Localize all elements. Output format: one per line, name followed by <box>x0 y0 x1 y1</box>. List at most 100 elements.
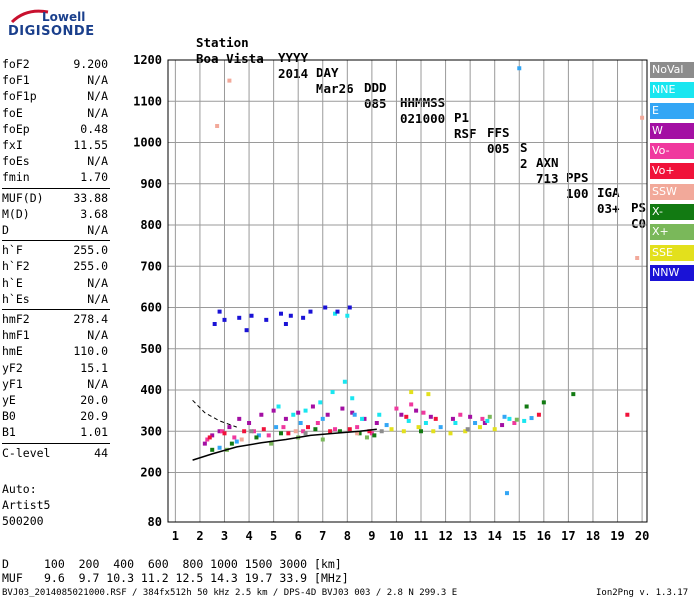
data-point-nnw <box>212 322 217 326</box>
y-tick-label: 700 <box>140 259 162 273</box>
header-value: 005 <box>487 141 510 156</box>
header-label: YYYY <box>278 50 309 65</box>
parameter-name: foF1 <box>2 73 30 88</box>
data-point-nnw <box>323 305 328 310</box>
parameter-name: M(D) <box>2 206 30 221</box>
data-point-nnw <box>283 322 288 326</box>
data-point-x <box>337 429 342 434</box>
data-point-vo <box>404 414 409 419</box>
parameter-row: C-level 44 <box>2 445 108 461</box>
header-value: Boa Vista <box>196 51 264 66</box>
parameter-name: fmin <box>2 170 30 185</box>
x-tick-label: 10 <box>389 529 403 543</box>
y-tick-label: 200 <box>140 466 162 480</box>
parameter-separator <box>2 187 110 189</box>
distance-values: 100 200 400 600 800 1000 1500 3000 [km] <box>44 557 342 571</box>
data-point-w <box>482 421 487 425</box>
data-point-e <box>384 423 389 428</box>
x-tick-label: 4 <box>245 529 252 543</box>
parameter-value: N/A <box>87 328 108 343</box>
data-point-x <box>269 441 274 446</box>
parameter-row: h`F 255.0 <box>2 242 108 258</box>
parameter-name: hmF2 <box>2 312 30 326</box>
data-point-w <box>310 404 315 409</box>
x-tick-label: 14 <box>487 529 501 543</box>
data-point-vo <box>347 427 352 432</box>
data-point-nne <box>485 418 490 423</box>
parameter-row: B0 20.9 <box>2 408 108 424</box>
data-point-nnw <box>308 309 313 314</box>
data-point-sse <box>416 425 421 430</box>
x-tick-label: 13 <box>463 529 477 543</box>
data-point-x <box>487 414 492 419</box>
parameter-value: 11.55 <box>73 138 108 152</box>
x-tick-label: 17 <box>561 529 575 543</box>
data-point-vo <box>301 429 306 434</box>
parameter-name: hmF1 <box>2 328 30 343</box>
parameter-value: N/A <box>87 154 108 169</box>
data-point-e <box>529 416 534 421</box>
data-point-nnw <box>301 315 306 320</box>
data-point-e <box>352 412 357 417</box>
x-tick-label: 6 <box>295 529 302 543</box>
data-point-e <box>320 416 325 421</box>
data-point-w <box>217 429 222 434</box>
legend-item: Vo- <box>650 143 694 160</box>
data-point-w <box>450 416 455 421</box>
data-point-nne <box>291 412 296 417</box>
dashed-profile-line <box>192 399 237 428</box>
data-point-x <box>210 447 215 452</box>
data-point-nnw <box>347 305 352 310</box>
header-label: S <box>520 140 528 155</box>
data-point-vo <box>512 421 517 425</box>
parameter-value: 33.88 <box>73 190 108 205</box>
parameter-value: 3.68 <box>80 206 108 221</box>
data-point-vo <box>220 429 225 434</box>
data-point-x <box>372 433 377 438</box>
data-point-nne <box>423 421 428 425</box>
legend-item: NoVal <box>650 62 694 78</box>
footer-file-info: BVJ03_2014085021000.RSF / 384fx512h 50 k… <box>2 588 458 598</box>
data-point-vo <box>369 431 374 436</box>
parameter-value: 1.01 <box>80 425 108 440</box>
data-point-vo <box>367 429 372 434</box>
data-point-nnw <box>249 313 254 318</box>
data-point-nnw <box>217 309 222 314</box>
header-label: AXN <box>536 155 559 170</box>
data-point-vo <box>433 416 438 421</box>
parameter-name: D <box>2 223 9 237</box>
parameter-value: N/A <box>87 223 108 237</box>
parameter-value: N/A <box>87 89 108 104</box>
data-point-vo <box>306 425 311 430</box>
data-point-vo <box>222 431 227 436</box>
data-point-nnw <box>237 315 242 320</box>
parameter-row: h`E N/A <box>2 275 108 291</box>
muf-row: MUF 9.6 9.7 10.3 11.2 12.5 14.3 19.7 33.9… <box>2 571 349 585</box>
data-point-noval <box>249 429 254 434</box>
x-tick-label: 19 <box>610 529 624 543</box>
header-label: P1 <box>454 110 470 125</box>
data-point-ssw <box>227 78 232 83</box>
y-tick-label: 1200 <box>133 53 162 67</box>
parameter-name: yE <box>2 393 16 407</box>
header-label: PPS <box>566 170 589 185</box>
legend-item: W <box>650 122 694 139</box>
data-point-nne <box>507 416 512 421</box>
data-point-e <box>274 425 279 430</box>
data-point-e <box>234 439 239 444</box>
data-point-ssw <box>640 115 645 120</box>
data-point-nnw <box>244 328 249 333</box>
header-value: 021000 <box>400 111 446 126</box>
parameter-row: fxI 11.55 <box>2 137 108 153</box>
data-point-w <box>350 410 355 415</box>
legend-item: SSE <box>650 244 694 261</box>
parameter-name: h`F <box>2 243 23 258</box>
parameter-value: 278.4 <box>73 312 108 326</box>
data-point-w <box>468 414 473 419</box>
auto-code: 500200 <box>2 514 44 528</box>
header-value: RSF <box>454 126 477 141</box>
parameter-row: foF1 N/A <box>2 72 108 88</box>
data-point-nne <box>377 412 382 417</box>
parameter-value: N/A <box>87 275 108 290</box>
data-point-vo <box>205 437 210 442</box>
